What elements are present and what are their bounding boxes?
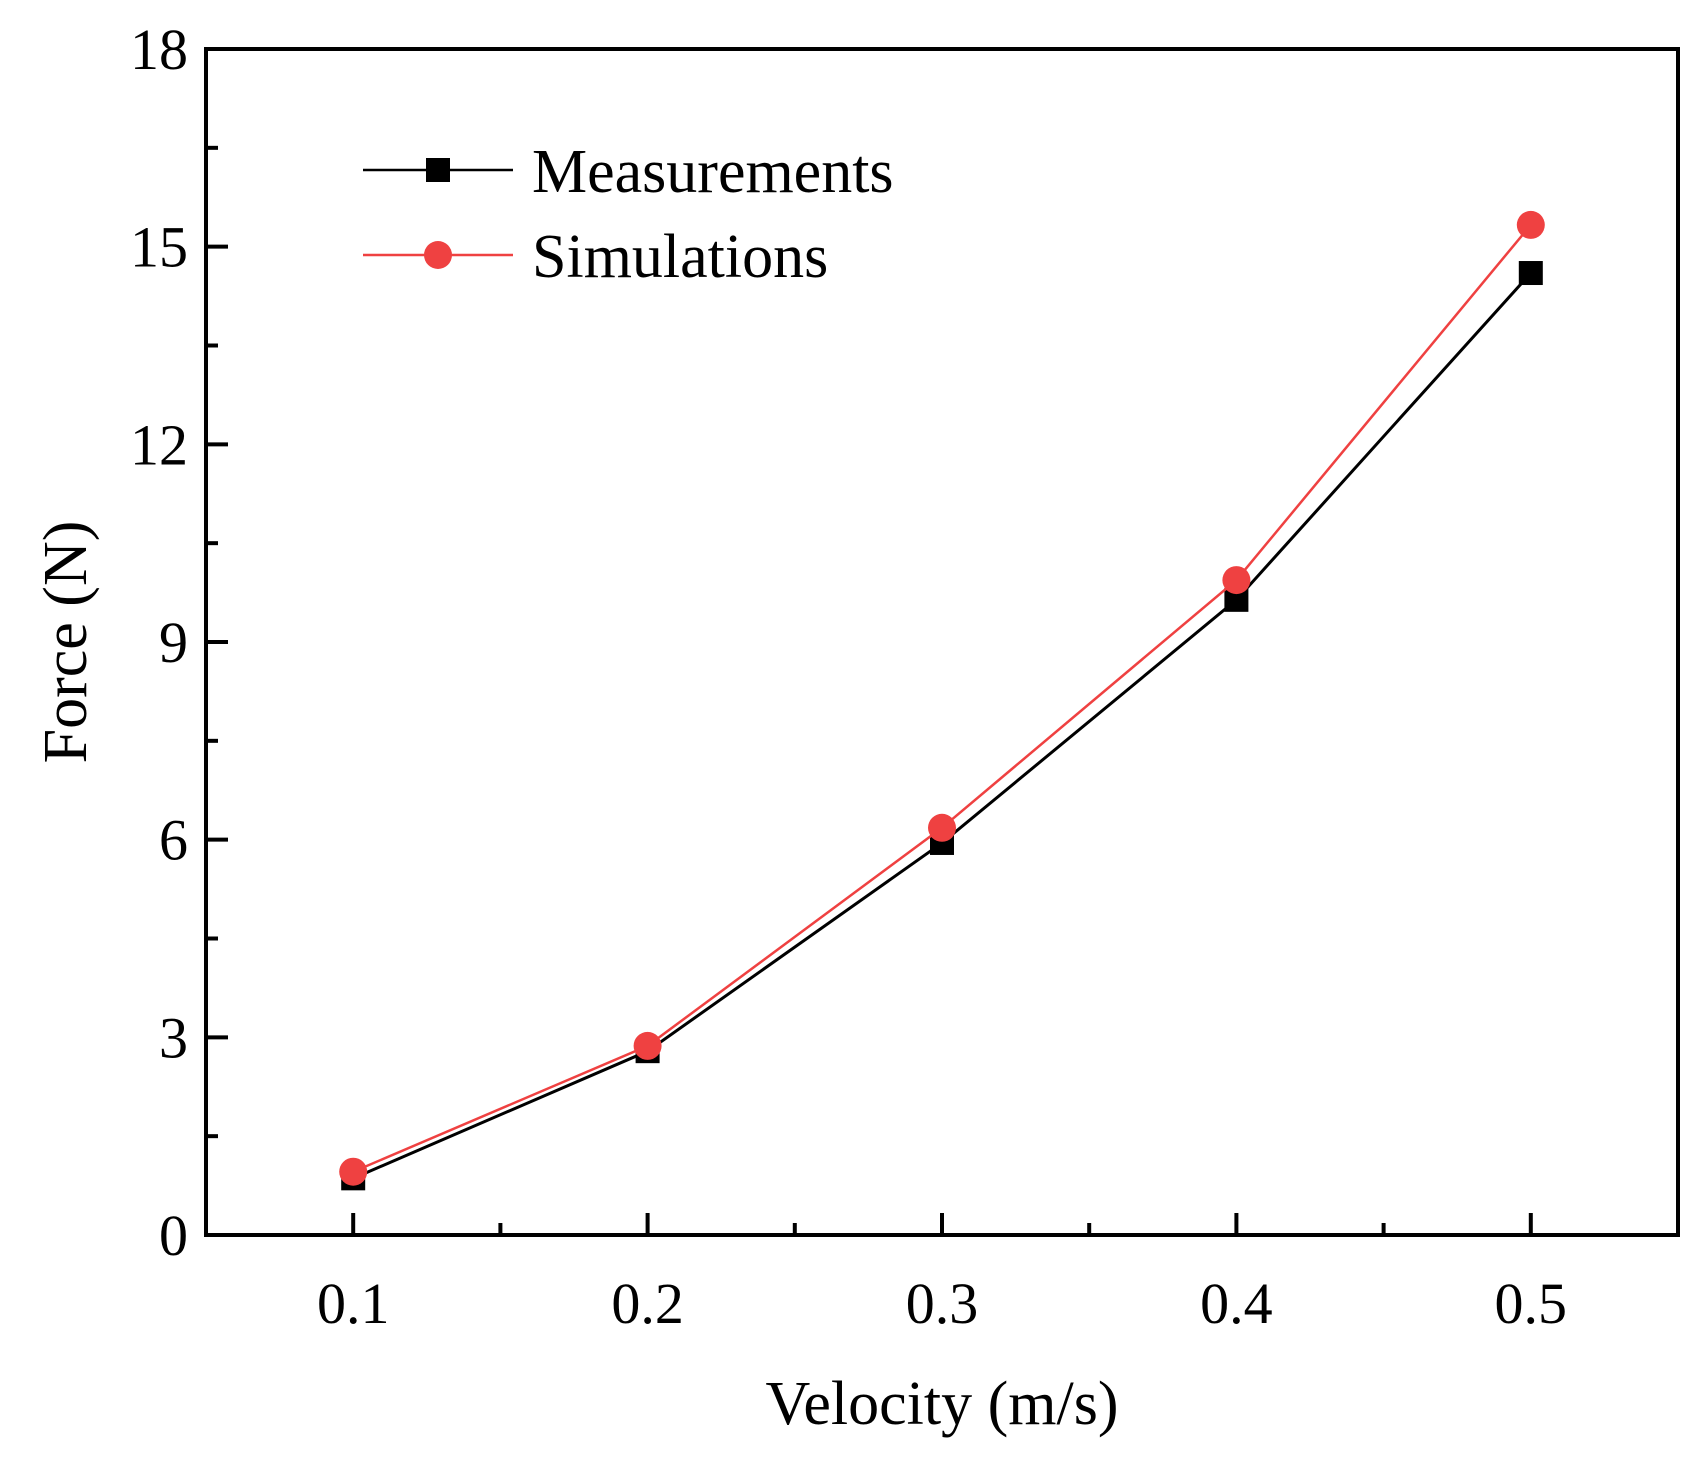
- y-tick-label: 9: [159, 610, 188, 675]
- y-tick-label: 15: [130, 215, 188, 280]
- data-point-circle: [1222, 566, 1251, 595]
- legend-marker-square: [426, 158, 450, 182]
- y-tick-label: 0: [159, 1203, 188, 1268]
- plot-frame: [204, 47, 1680, 1237]
- x-tick-label: 0.1: [317, 1271, 390, 1336]
- series-line-simulations: [352, 224, 1532, 1173]
- x-tick-label: 0.4: [1200, 1271, 1273, 1336]
- legend-marker-circle: [424, 241, 452, 269]
- axis-ticks: 0.1 0.2 0.3 0.4 0.5 0 3 6 9 12 15 18: [130, 17, 1567, 1336]
- y-tick-label: 18: [130, 17, 188, 82]
- data-point-circle: [928, 813, 956, 842]
- y-axis-label: Force (N): [32, 521, 100, 764]
- x-tick-label: 0.2: [611, 1271, 684, 1336]
- legend-label: Measurements: [532, 138, 894, 206]
- data-point-circle: [633, 1031, 662, 1060]
- legend: Measurements Simulations: [363, 138, 894, 291]
- legend-label: Simulations: [532, 223, 828, 291]
- data-point-square: [1518, 261, 1543, 286]
- data-point-circle: [1516, 210, 1545, 239]
- y-tick-label: 12: [130, 412, 188, 477]
- x-axis-label: Velocity (m/s): [766, 1370, 1119, 1438]
- plot-marks: [339, 210, 1545, 1191]
- y-tick-label: 6: [159, 808, 188, 873]
- series-line-measurements: [352, 272, 1532, 1180]
- data-point-circle: [339, 1157, 368, 1186]
- y-tick-label: 3: [159, 1005, 188, 1070]
- x-tick-label: 0.3: [906, 1271, 979, 1336]
- x-tick-label: 0.5: [1495, 1271, 1568, 1336]
